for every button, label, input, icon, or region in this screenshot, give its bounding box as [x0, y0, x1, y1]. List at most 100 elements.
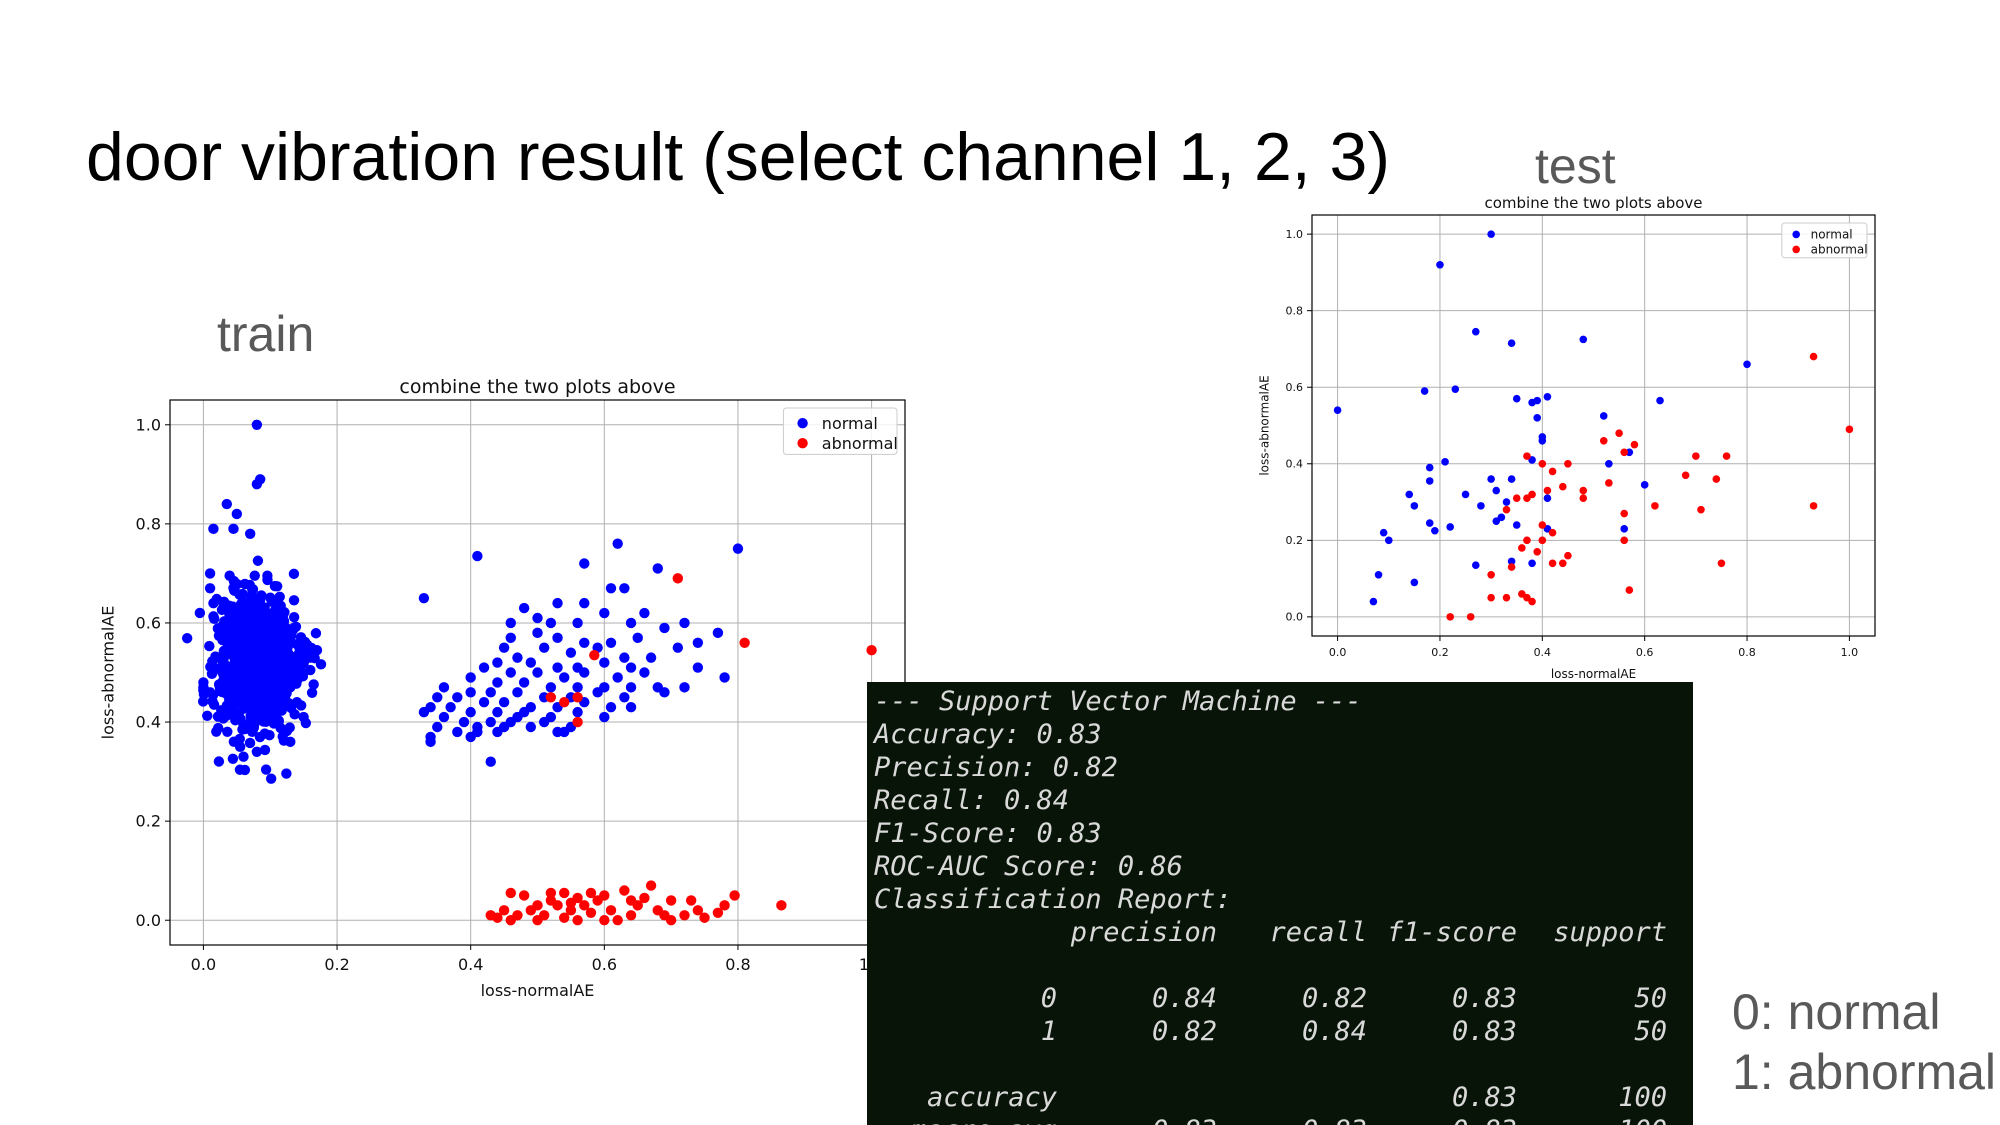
data-point — [274, 627, 285, 639]
data-point — [204, 640, 215, 652]
data-point — [228, 523, 239, 535]
data-point — [204, 687, 216, 698]
data-point — [1477, 502, 1485, 510]
data-point — [1523, 494, 1531, 503]
data-point — [281, 672, 292, 683]
data-point — [572, 617, 583, 629]
x-tick-label: 0.2 — [324, 955, 349, 974]
data-point — [1431, 526, 1439, 535]
y-tick-label: 1.0 — [136, 415, 161, 434]
x-tick-label: 0.2 — [1431, 646, 1449, 659]
test-label: test — [1535, 138, 1616, 194]
series-abnormal — [1446, 352, 1854, 621]
data-point — [739, 637, 750, 648]
plot-frame — [169, 399, 906, 946]
report-cell: 0.83 — [1037, 1115, 1217, 1125]
data-point — [585, 907, 597, 918]
data-point — [1538, 459, 1547, 468]
data-point — [1333, 406, 1342, 414]
data-point — [271, 581, 283, 592]
data-point — [732, 543, 744, 554]
data-point — [265, 592, 276, 603]
data-point — [1558, 482, 1567, 491]
data-point — [1697, 505, 1705, 514]
data-point — [263, 656, 275, 668]
report-cell: 0.82 — [1151, 1016, 1217, 1047]
data-point — [205, 661, 216, 673]
data-point — [235, 687, 246, 698]
report-cell: 0.83 — [1451, 1016, 1517, 1047]
data-point — [1722, 452, 1731, 460]
data-point — [1384, 536, 1393, 545]
data-point — [1558, 559, 1567, 568]
data-point — [291, 651, 302, 662]
data-point — [1507, 557, 1516, 566]
data-point — [505, 915, 516, 926]
data-point — [295, 632, 307, 643]
data-point — [1441, 458, 1449, 466]
data-point — [1507, 563, 1516, 571]
data-point — [1543, 392, 1552, 401]
x-axis-label: loss-normalAE — [481, 981, 595, 1000]
data-point — [1502, 505, 1511, 514]
data-point — [211, 726, 222, 737]
data-point — [485, 910, 496, 921]
data-point — [235, 653, 246, 664]
data-point — [505, 887, 516, 899]
data-point — [1528, 559, 1536, 568]
data-point — [1605, 479, 1613, 487]
data-point — [222, 726, 233, 737]
data-point — [1420, 387, 1429, 395]
data-point — [1507, 475, 1516, 483]
train-label: train — [217, 306, 315, 362]
data-point — [291, 697, 303, 708]
data-point — [239, 578, 251, 590]
data-point — [579, 558, 590, 569]
y-tick-label: 0.4 — [136, 713, 161, 732]
data-point — [452, 692, 463, 703]
class-legend-item: 0: normal — [1732, 984, 1941, 1040]
data-point — [1620, 525, 1629, 533]
data-point — [288, 568, 300, 580]
data-point — [1809, 352, 1818, 361]
data-point — [208, 523, 219, 535]
data-point — [625, 895, 637, 906]
data-point — [639, 667, 650, 678]
data-point — [1615, 429, 1623, 437]
data-point — [204, 583, 216, 594]
data-point — [1410, 578, 1419, 587]
data-point — [432, 692, 443, 703]
data-point — [1492, 486, 1501, 495]
data-point — [1548, 559, 1557, 568]
data-point — [1523, 536, 1531, 545]
data-point — [274, 612, 285, 624]
report-cell: 100 — [1517, 1115, 1667, 1125]
data-point — [285, 682, 296, 693]
legend-label: normal — [1811, 228, 1853, 242]
terminal-line: --- Support Vector Machine --- — [874, 686, 1362, 717]
data-point — [1640, 481, 1649, 489]
data-point — [492, 726, 503, 738]
x-tick-label: 0.8 — [1738, 646, 1756, 659]
data-point — [1579, 494, 1588, 503]
data-point — [599, 607, 610, 619]
data-point — [599, 657, 610, 668]
data-point — [625, 682, 637, 693]
terminal-line: Accuracy: 0.83 — [874, 719, 1102, 750]
data-point — [1487, 593, 1495, 602]
data-point — [290, 664, 301, 676]
data-point — [1620, 536, 1629, 545]
report-header-recall: recall — [1269, 917, 1367, 948]
data-point — [1471, 327, 1480, 336]
data-point — [639, 892, 650, 904]
data-point — [1471, 561, 1480, 569]
series-normal — [181, 419, 744, 784]
data-point — [452, 726, 463, 738]
data-point — [465, 706, 476, 718]
data-point — [1533, 396, 1541, 405]
data-point — [532, 612, 543, 624]
y-axis-label: loss-abnormalAE — [100, 606, 117, 740]
data-point — [260, 716, 272, 727]
data-point — [545, 692, 557, 703]
slide-title: door vibration result (select channel 1,… — [86, 119, 1391, 195]
